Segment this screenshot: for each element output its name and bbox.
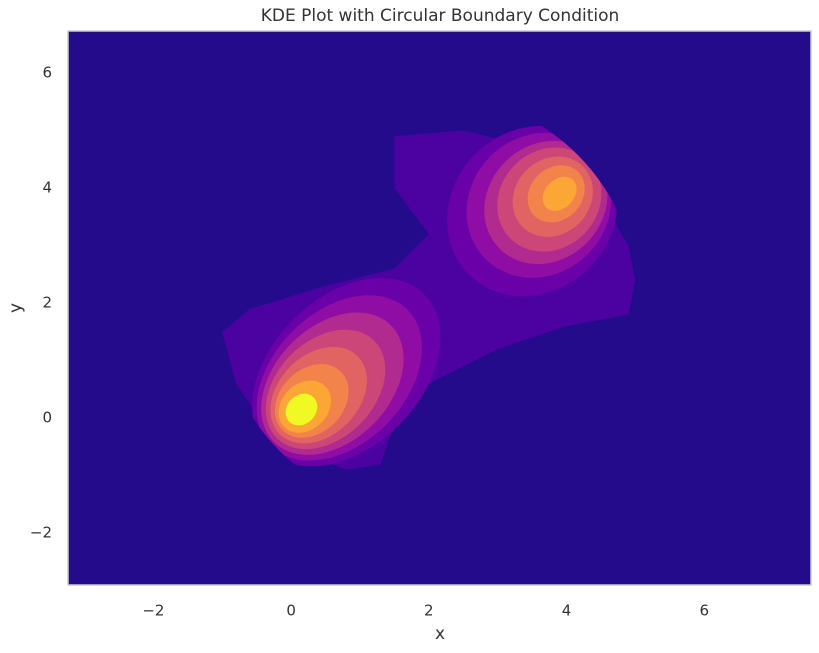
contour-region <box>542 176 577 211</box>
y-tick-label: 4 <box>42 179 52 197</box>
y-axis-label: y <box>6 303 26 313</box>
contour-region <box>285 393 318 426</box>
x-axis-label: x <box>435 624 445 644</box>
contour-group <box>222 125 636 470</box>
x-tick-label: 0 <box>286 602 296 620</box>
chart-title: KDE Plot with Circular Boundary Conditio… <box>261 6 620 26</box>
y-tick-label: 6 <box>42 63 52 81</box>
x-tick-label: 4 <box>562 602 572 620</box>
y-tick-label: 0 <box>42 409 52 427</box>
plot-frame <box>67 30 812 586</box>
y-tick-label: −2 <box>30 524 52 542</box>
x-tick-label: −2 <box>142 602 164 620</box>
x-tick-label: 2 <box>424 602 434 620</box>
x-tick-label: 6 <box>699 602 709 620</box>
y-tick-label: 2 <box>42 294 52 312</box>
